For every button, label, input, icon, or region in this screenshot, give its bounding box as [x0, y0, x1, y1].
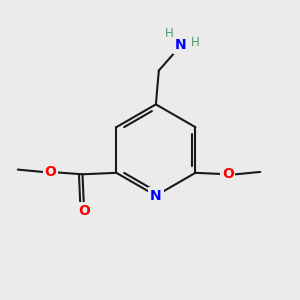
- Text: O: O: [222, 167, 234, 181]
- Text: O: O: [44, 165, 56, 179]
- Text: O: O: [78, 203, 90, 218]
- Text: H: H: [165, 27, 174, 40]
- Text: N: N: [150, 189, 162, 202]
- Text: H: H: [191, 36, 200, 49]
- Text: N: N: [175, 38, 187, 52]
